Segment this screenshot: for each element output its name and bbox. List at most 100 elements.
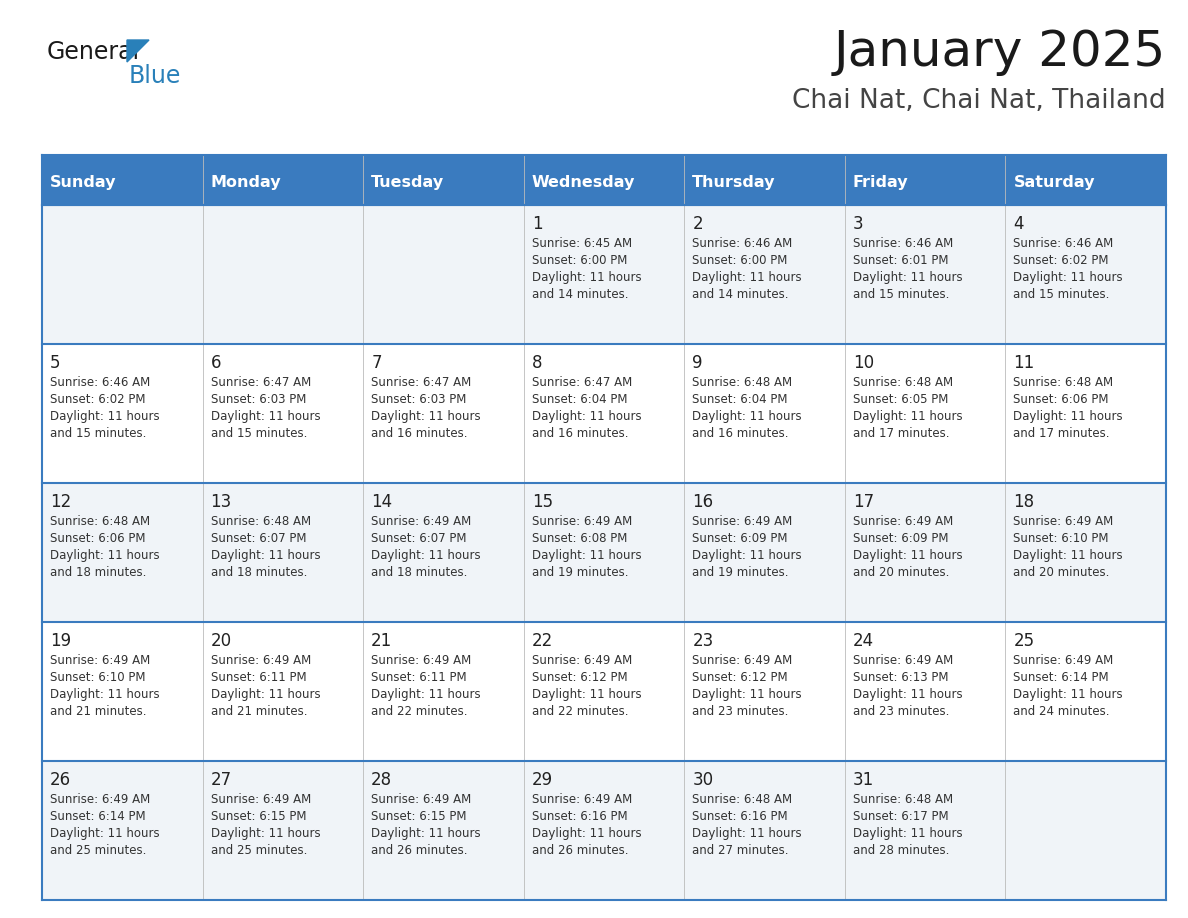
Text: Daylight: 11 hours: Daylight: 11 hours [853,549,962,562]
Text: and 25 minutes.: and 25 minutes. [210,844,307,857]
Text: Sunset: 6:04 PM: Sunset: 6:04 PM [693,393,788,406]
Text: Sunrise: 6:49 AM: Sunrise: 6:49 AM [693,654,792,667]
Text: and 21 minutes.: and 21 minutes. [50,705,146,718]
Text: Sunrise: 6:48 AM: Sunrise: 6:48 AM [1013,376,1113,389]
Text: and 20 minutes.: and 20 minutes. [1013,566,1110,579]
Text: Daylight: 11 hours: Daylight: 11 hours [693,271,802,284]
Text: 9: 9 [693,354,703,372]
Text: Sunset: 6:00 PM: Sunset: 6:00 PM [532,254,627,267]
Text: 12: 12 [50,493,71,511]
Text: Daylight: 11 hours: Daylight: 11 hours [50,549,159,562]
Text: Sunrise: 6:47 AM: Sunrise: 6:47 AM [371,376,472,389]
Text: 6: 6 [210,354,221,372]
Text: Sunrise: 6:49 AM: Sunrise: 6:49 AM [853,515,953,528]
Text: Daylight: 11 hours: Daylight: 11 hours [1013,410,1123,423]
Text: Sunrise: 6:49 AM: Sunrise: 6:49 AM [532,793,632,806]
Text: Daylight: 11 hours: Daylight: 11 hours [693,688,802,701]
Text: 7: 7 [371,354,381,372]
Text: Sunrise: 6:49 AM: Sunrise: 6:49 AM [371,515,472,528]
Text: Sunrise: 6:48 AM: Sunrise: 6:48 AM [50,515,150,528]
Bar [42,344,1165,483]
Text: 5: 5 [50,354,61,372]
Text: Sunset: 6:11 PM: Sunset: 6:11 PM [210,671,307,684]
Text: Sunset: 6:04 PM: Sunset: 6:04 PM [532,393,627,406]
Text: and 16 minutes.: and 16 minutes. [371,427,468,440]
Text: Daylight: 11 hours: Daylight: 11 hours [50,410,159,423]
Text: Daylight: 11 hours: Daylight: 11 hours [693,827,802,840]
Text: and 16 minutes.: and 16 minutes. [693,427,789,440]
Text: Sunset: 6:09 PM: Sunset: 6:09 PM [853,532,948,545]
Text: January 2025: January 2025 [834,28,1165,76]
Text: Sunrise: 6:48 AM: Sunrise: 6:48 AM [853,793,953,806]
Text: Chai Nat, Chai Nat, Thailand: Chai Nat, Chai Nat, Thailand [792,88,1165,114]
Text: Daylight: 11 hours: Daylight: 11 hours [853,827,962,840]
Text: Daylight: 11 hours: Daylight: 11 hours [853,271,962,284]
Text: Sunset: 6:03 PM: Sunset: 6:03 PM [210,393,307,406]
Text: Daylight: 11 hours: Daylight: 11 hours [210,688,321,701]
Text: Sunset: 6:16 PM: Sunset: 6:16 PM [532,810,627,823]
Text: 19: 19 [50,632,71,650]
Text: Daylight: 11 hours: Daylight: 11 hours [693,410,802,423]
Text: Daylight: 11 hours: Daylight: 11 hours [1013,549,1123,562]
Text: and 23 minutes.: and 23 minutes. [693,705,789,718]
Text: 29: 29 [532,771,552,789]
Text: Daylight: 11 hours: Daylight: 11 hours [532,827,642,840]
Text: 24: 24 [853,632,874,650]
Text: Sunrise: 6:45 AM: Sunrise: 6:45 AM [532,237,632,250]
Text: Sunset: 6:13 PM: Sunset: 6:13 PM [853,671,948,684]
Text: and 17 minutes.: and 17 minutes. [853,427,949,440]
Text: and 18 minutes.: and 18 minutes. [50,566,146,579]
Text: Blue: Blue [129,64,182,88]
Text: 13: 13 [210,493,232,511]
Text: Sunset: 6:14 PM: Sunset: 6:14 PM [1013,671,1110,684]
Text: and 15 minutes.: and 15 minutes. [50,427,146,440]
Text: 30: 30 [693,771,714,789]
Text: Sunset: 6:11 PM: Sunset: 6:11 PM [371,671,467,684]
Text: Daylight: 11 hours: Daylight: 11 hours [210,827,321,840]
Text: and 20 minutes.: and 20 minutes. [853,566,949,579]
Text: Daylight: 11 hours: Daylight: 11 hours [853,410,962,423]
Bar [42,155,1165,205]
Text: Sunrise: 6:46 AM: Sunrise: 6:46 AM [853,237,953,250]
Text: Daylight: 11 hours: Daylight: 11 hours [1013,271,1123,284]
Text: and 18 minutes.: and 18 minutes. [371,566,468,579]
Text: Daylight: 11 hours: Daylight: 11 hours [50,688,159,701]
Text: Daylight: 11 hours: Daylight: 11 hours [210,549,321,562]
Text: General: General [48,40,140,64]
Text: Sunrise: 6:46 AM: Sunrise: 6:46 AM [693,237,792,250]
Text: 27: 27 [210,771,232,789]
Bar [42,205,1165,344]
Text: Sunrise: 6:46 AM: Sunrise: 6:46 AM [50,376,150,389]
Text: 20: 20 [210,632,232,650]
Text: Sunset: 6:07 PM: Sunset: 6:07 PM [371,532,467,545]
Text: Sunset: 6:02 PM: Sunset: 6:02 PM [1013,254,1108,267]
Text: and 26 minutes.: and 26 minutes. [371,844,468,857]
Text: 3: 3 [853,215,864,233]
Text: and 22 minutes.: and 22 minutes. [371,705,468,718]
Text: Sunrise: 6:49 AM: Sunrise: 6:49 AM [693,515,792,528]
Text: Thursday: Thursday [693,174,776,189]
Text: Daylight: 11 hours: Daylight: 11 hours [853,688,962,701]
Text: Sunrise: 6:49 AM: Sunrise: 6:49 AM [532,515,632,528]
Text: Sunrise: 6:49 AM: Sunrise: 6:49 AM [371,793,472,806]
Text: Sunrise: 6:49 AM: Sunrise: 6:49 AM [210,654,311,667]
Text: Sunset: 6:00 PM: Sunset: 6:00 PM [693,254,788,267]
Bar [42,761,1165,900]
Text: 21: 21 [371,632,392,650]
Text: 16: 16 [693,493,714,511]
Text: Sunrise: 6:49 AM: Sunrise: 6:49 AM [210,793,311,806]
Text: Sunset: 6:17 PM: Sunset: 6:17 PM [853,810,948,823]
Text: and 27 minutes.: and 27 minutes. [693,844,789,857]
Text: 23: 23 [693,632,714,650]
Text: 28: 28 [371,771,392,789]
Text: Sunrise: 6:49 AM: Sunrise: 6:49 AM [1013,515,1113,528]
Text: Daylight: 11 hours: Daylight: 11 hours [371,410,481,423]
Text: and 26 minutes.: and 26 minutes. [532,844,628,857]
Text: Daylight: 11 hours: Daylight: 11 hours [50,827,159,840]
Text: 4: 4 [1013,215,1024,233]
Text: Sunset: 6:10 PM: Sunset: 6:10 PM [50,671,145,684]
Text: Sunset: 6:06 PM: Sunset: 6:06 PM [1013,393,1108,406]
Text: Daylight: 11 hours: Daylight: 11 hours [210,410,321,423]
Polygon shape [127,40,148,62]
Text: Daylight: 11 hours: Daylight: 11 hours [1013,688,1123,701]
